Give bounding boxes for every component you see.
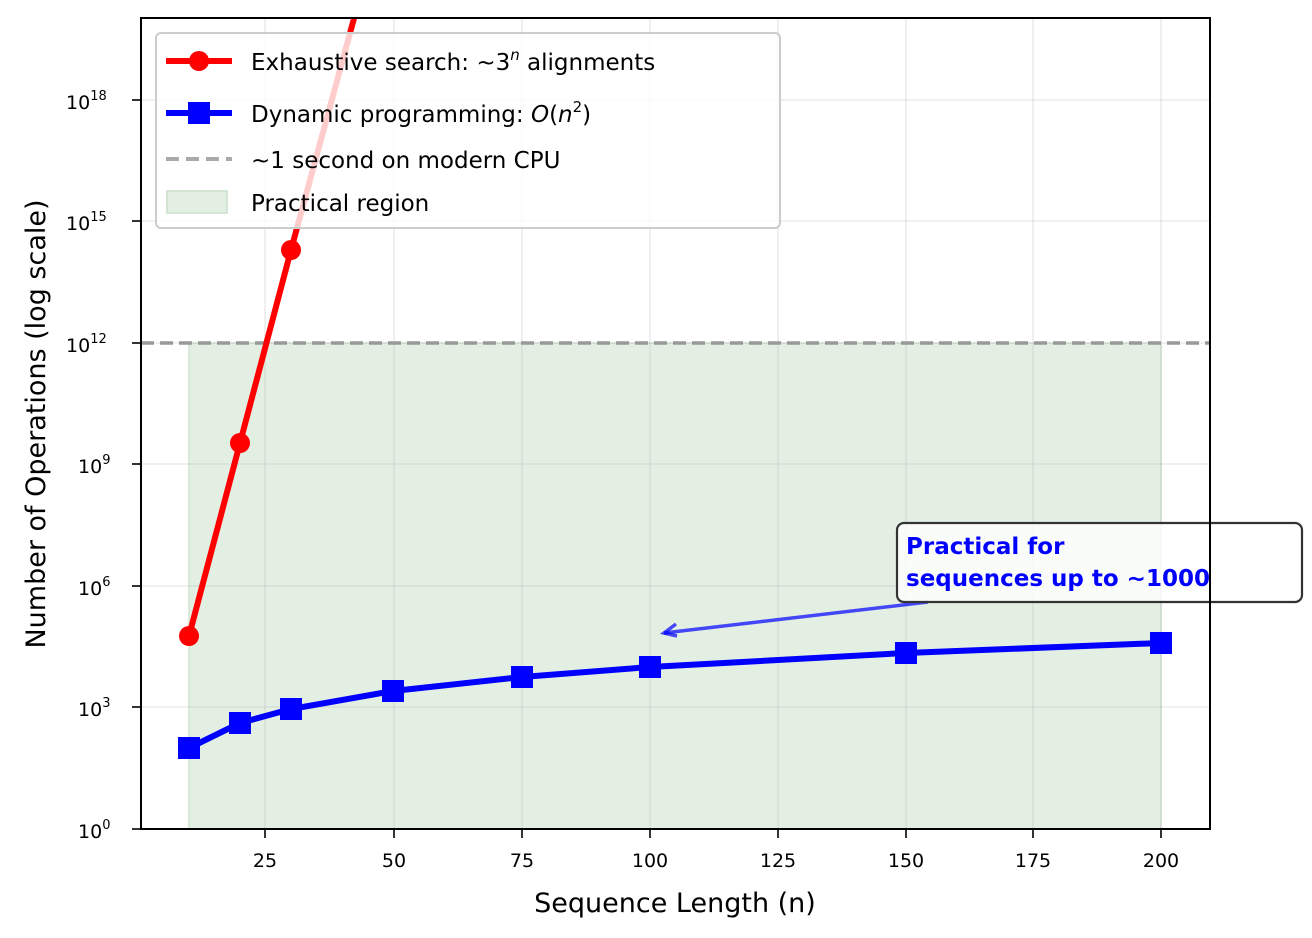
x-axis-title: Sequence Length (n) — [534, 888, 816, 919]
exhaustive-series-markers — [179, 240, 301, 646]
y-axis-title: Number of Operations (log scale) — [21, 199, 52, 648]
legend-item-dp: Dynamic programming: O(n2) — [166, 98, 591, 128]
svg-text:Exhaustive search: ~3n alignme: Exhaustive search: ~3n alignments — [251, 46, 655, 76]
svg-text:125: 125 — [760, 850, 796, 872]
svg-text:50: 50 — [382, 850, 406, 872]
svg-text:25: 25 — [253, 850, 277, 872]
gridlines — [141, 18, 1210, 829]
x-axis-ticks — [264, 829, 1162, 838]
svg-text:1015: 1015 — [66, 210, 107, 235]
svg-text:109: 109 — [78, 453, 110, 478]
svg-text:Dynamic programming: O(n2): Dynamic programming: O(n2) — [251, 98, 591, 128]
svg-text:1018: 1018 — [66, 89, 107, 114]
y-axis-ticks — [132, 99, 141, 830]
legend-item-exhaustive: Exhaustive search: ~3n alignments — [166, 46, 655, 76]
annotation-arrow — [659, 600, 929, 638]
region-swatch-icon — [166, 190, 228, 214]
svg-text:106: 106 — [78, 575, 110, 600]
legend-item-region: Practical region — [166, 190, 429, 217]
square-marker-icon — [188, 102, 210, 124]
legend-item-cpu: ~1 second on modern CPU — [166, 148, 560, 174]
svg-text:100: 100 — [78, 818, 110, 843]
svg-text:Practical region: Practical region — [251, 191, 429, 217]
annotation-box: Practical for sequences up to ~1000 — [895, 521, 1304, 604]
svg-text:150: 150 — [888, 850, 924, 872]
y-axis-tick-labels: 100 103 106 109 1012 1015 1018 — [66, 89, 110, 843]
axes-frame — [140, 17, 1211, 830]
svg-text:~1 second on modern CPU: ~1 second on modern CPU — [251, 148, 560, 174]
annotation-line-2: sequences up to ~1000 — [906, 566, 1210, 592]
x-axis-tick-labels: 25 50 75 100 125 150 175 200 — [253, 850, 1179, 872]
svg-text:200: 200 — [1143, 850, 1179, 872]
annotation-line-1: Practical for — [906, 534, 1065, 560]
dp-series-markers — [178, 632, 1172, 759]
svg-text:103: 103 — [78, 696, 110, 721]
legend: Exhaustive search: ~3n alignments Dynami… — [155, 32, 781, 229]
svg-text:75: 75 — [510, 850, 534, 872]
circle-marker-icon — [189, 51, 209, 71]
svg-text:175: 175 — [1015, 850, 1051, 872]
svg-text:1012: 1012 — [66, 332, 107, 357]
svg-text:100: 100 — [632, 850, 668, 872]
